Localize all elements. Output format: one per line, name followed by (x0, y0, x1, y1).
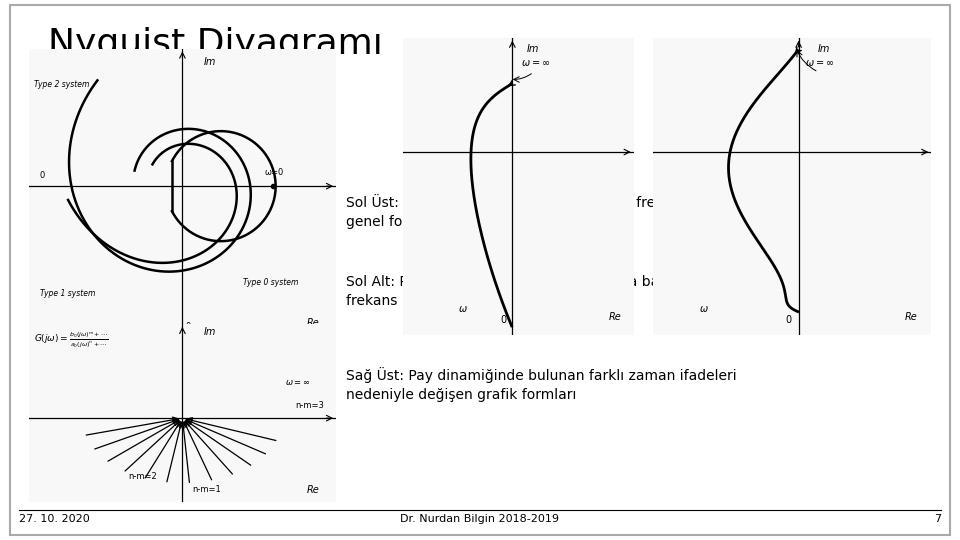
Text: •: • (324, 192, 334, 210)
Text: $G(j\omega)=\frac{b_0(j\omega)^m+\cdots}{a_0(j\omega)^n+\cdots}$: $G(j\omega)=\frac{b_0(j\omega)^m+\cdots}… (34, 330, 108, 349)
Text: Re: Re (306, 318, 320, 328)
Text: Sol Alt: Pay ve paydanın derece farklarına bağlı olarak yüksek
frekans bölümleri: Sol Alt: Pay ve paydanın derece farkları… (346, 275, 777, 308)
Text: 0: 0 (185, 322, 190, 331)
Text: 0: 0 (500, 315, 506, 326)
Text: $\omega=\infty$: $\omega=\infty$ (521, 58, 551, 69)
Text: Type 2 system: Type 2 system (35, 80, 89, 89)
Text: Im: Im (204, 57, 216, 67)
Text: n-m=2: n-m=2 (128, 471, 156, 481)
Text: $\omega$: $\omega$ (699, 304, 708, 314)
Text: $\omega=\infty$: $\omega=\infty$ (805, 58, 834, 69)
Text: Im: Im (527, 44, 540, 53)
Text: n-m=1: n-m=1 (193, 485, 222, 494)
Text: n-m=3: n-m=3 (295, 401, 324, 410)
Text: •: • (324, 273, 334, 291)
Text: Nyquist Diyagramı: Nyquist Diyagramı (48, 27, 383, 61)
Text: 7: 7 (934, 514, 941, 524)
Text: Type 1 system: Type 1 system (39, 289, 95, 298)
Text: Re: Re (609, 312, 622, 322)
Text: 0: 0 (785, 315, 791, 326)
Text: Sağ Üst: Pay dinamiğinde bulunan farklı zaman ifadeleri
nedeniyle değişen grafik: Sağ Üst: Pay dinamiğinde bulunan farklı … (346, 367, 736, 402)
Text: 0: 0 (39, 171, 45, 180)
Text: Im: Im (204, 327, 216, 338)
Text: $\omega$: $\omega$ (458, 304, 468, 314)
Text: Sol Üst: Tip 0, 1 ve 2 sistemler için düşük frekans bölümlerinin
genel formu.: Sol Üst: Tip 0, 1 ve 2 sistemler için dü… (346, 194, 779, 229)
Text: Type 0 system: Type 0 system (243, 278, 299, 287)
Text: ω=0: ω=0 (265, 168, 284, 177)
Text: Im: Im (818, 44, 829, 53)
Text: Re: Re (306, 485, 320, 495)
Text: Re: Re (905, 312, 918, 322)
Text: 27. 10. 2020: 27. 10. 2020 (19, 514, 90, 524)
Text: Dr. Nurdan Bilgin 2018-2019: Dr. Nurdan Bilgin 2018-2019 (400, 514, 560, 524)
Text: •: • (324, 364, 334, 382)
Text: $\omega=\infty$: $\omega=\infty$ (285, 377, 310, 387)
